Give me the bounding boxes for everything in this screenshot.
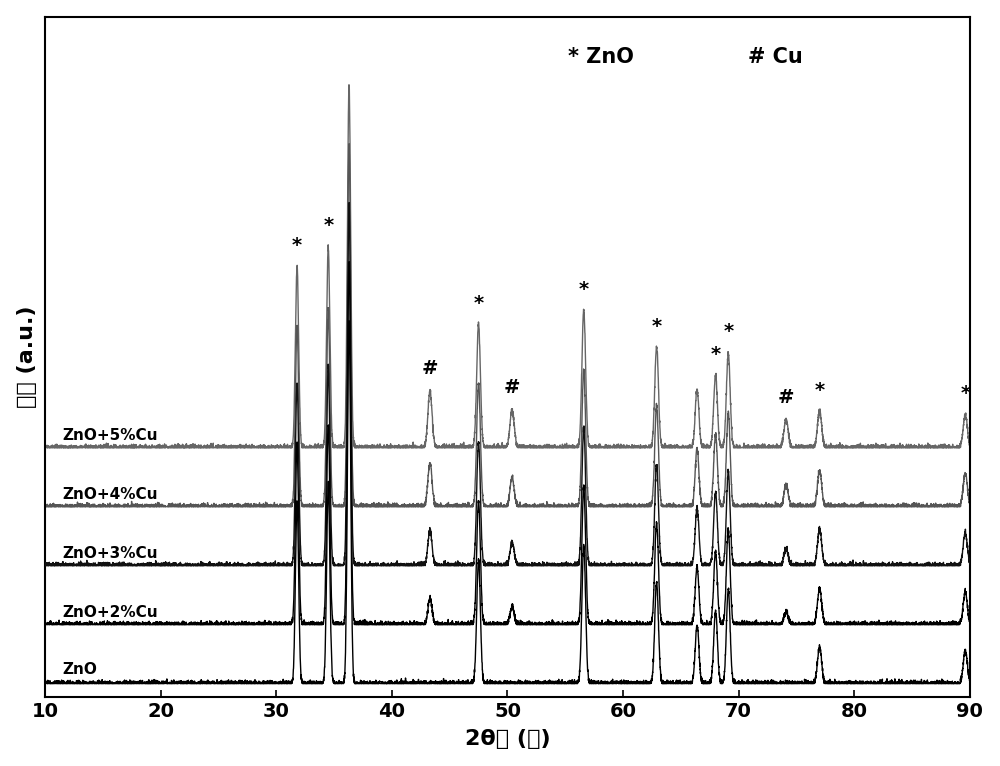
Text: *: *: [323, 216, 333, 235]
Text: ZnO+2%Cu: ZnO+2%Cu: [62, 605, 158, 620]
Text: # Cu: # Cu: [748, 47, 803, 67]
Text: *: *: [473, 293, 484, 313]
Y-axis label: 强度 (a.u.): 强度 (a.u.): [17, 306, 37, 408]
Text: *: *: [292, 237, 302, 256]
Text: *: *: [960, 384, 970, 402]
Text: #: #: [778, 388, 794, 407]
X-axis label: 2θ角 (度): 2θ角 (度): [465, 729, 550, 749]
Text: #: #: [422, 359, 438, 378]
Text: #: #: [504, 378, 520, 398]
Text: *: *: [723, 322, 733, 342]
Text: ZnO+3%Cu: ZnO+3%Cu: [62, 546, 158, 561]
Text: * ZnO: * ZnO: [568, 47, 633, 67]
Text: *: *: [652, 316, 662, 336]
Text: ZnO+4%Cu: ZnO+4%Cu: [62, 487, 158, 502]
Text: ZnO: ZnO: [62, 662, 97, 676]
Text: *: *: [815, 381, 825, 401]
Text: ZnO+5%Cu: ZnO+5%Cu: [62, 428, 158, 443]
Text: *: *: [579, 280, 589, 300]
Text: *: *: [710, 345, 721, 364]
